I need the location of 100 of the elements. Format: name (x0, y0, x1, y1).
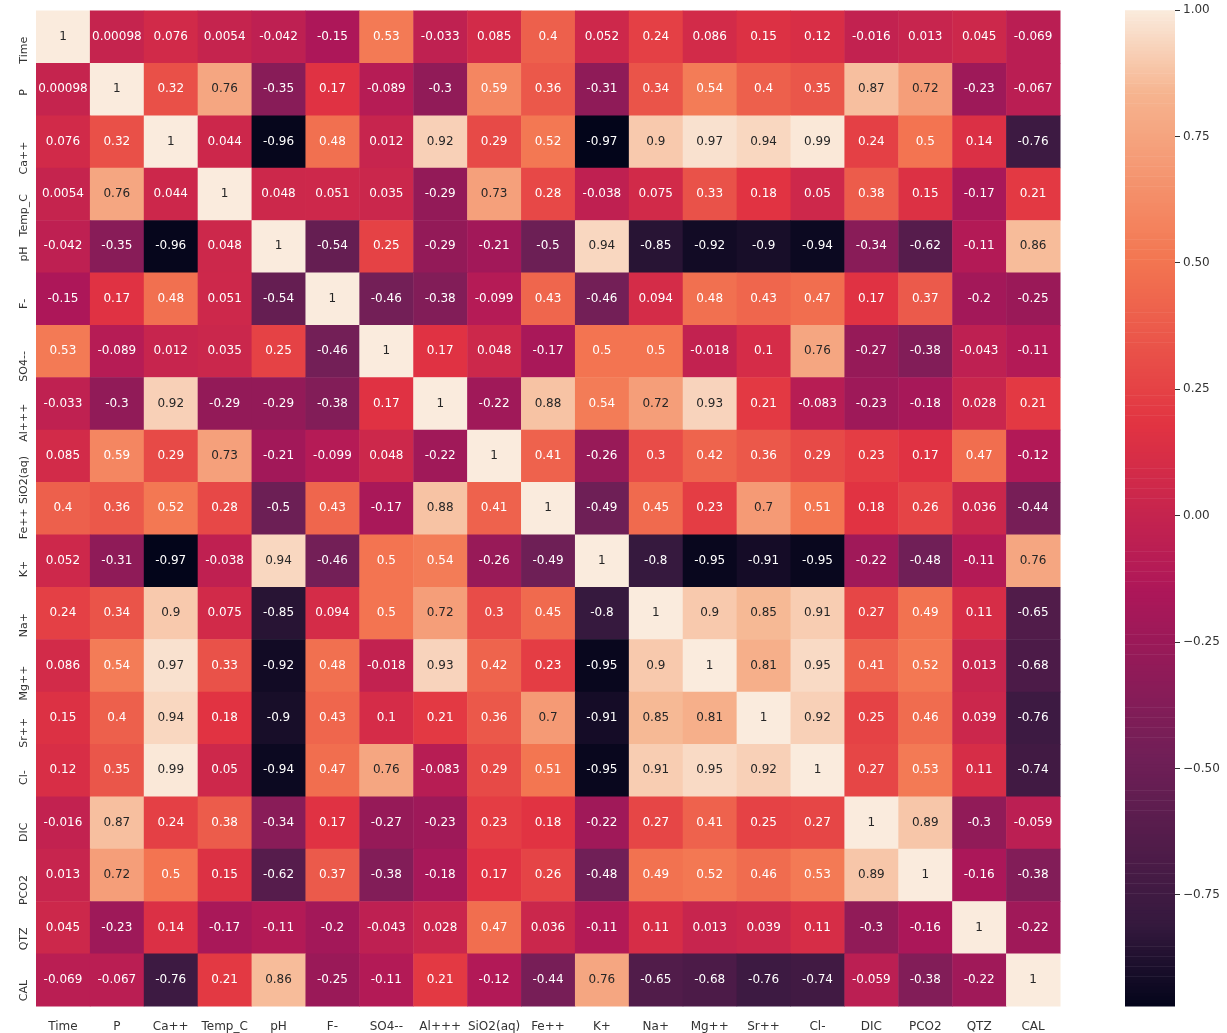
data-label: -0.2 (320, 919, 345, 934)
x-tick-label: SO4-- (369, 1019, 403, 1033)
data-label: -0.34 (855, 238, 887, 253)
data-label: 0.29 (480, 762, 508, 777)
data-label: 0.051 (315, 186, 350, 201)
data-label: 0.4 (754, 81, 774, 96)
data-label: 0.013 (908, 28, 943, 43)
data-label: 0.012 (369, 133, 404, 148)
data-label: 0.24 (157, 814, 185, 829)
data-label: -0.038 (582, 186, 622, 201)
data-label: 0.43 (534, 290, 562, 305)
data-label: -0.34 (263, 814, 295, 829)
data-label: 0.89 (858, 867, 885, 882)
data-label: -0.49 (532, 552, 564, 567)
y-tick-label: Fe++ (16, 508, 30, 540)
x-tick-label: PCO2 (908, 1019, 942, 1033)
color-bar-label: −0.25 (1183, 634, 1220, 649)
data-label: 0.15 (49, 709, 77, 724)
data-label: 0.28 (211, 500, 238, 515)
data-label: 1 (490, 448, 498, 463)
data-label: 0.85 (642, 709, 670, 724)
data-label: 0.075 (638, 186, 673, 201)
data-label: -0.54 (263, 290, 295, 305)
data-label: 0.94 (588, 238, 616, 253)
data-label: 1 (921, 867, 930, 882)
data-label: -0.68 (694, 971, 726, 986)
data-label: 0.11 (642, 919, 670, 934)
x-tick-label: Na+ (642, 1019, 669, 1033)
data-label: -0.38 (909, 343, 941, 358)
data-label: -0.22 (963, 971, 995, 986)
data-label: 0.43 (319, 500, 346, 515)
data-label: 0.028 (961, 395, 997, 410)
y-tick-label: PCO2 (16, 875, 30, 906)
data-label: 0.52 (696, 867, 724, 882)
data-label: -0.17 (963, 186, 995, 201)
data-label: 0.05 (804, 186, 831, 201)
data-label: 0.45 (642, 500, 670, 515)
data-label: 0.53 (49, 343, 77, 358)
data-label: -0.11 (586, 919, 618, 934)
data-label: 0.076 (45, 133, 81, 148)
data-label: -0.68 (1017, 657, 1049, 672)
data-label: 0.41 (534, 448, 562, 463)
data-label: -0.23 (855, 395, 887, 410)
data-label: 0.54 (426, 552, 454, 567)
data-label: -0.44 (1017, 500, 1049, 515)
data-label: 0.26 (911, 500, 939, 515)
data-label: 0.4 (538, 28, 558, 43)
data-label: 0.7 (538, 709, 558, 724)
data-label: 0.76 (103, 186, 131, 201)
data-label: -0.92 (694, 238, 726, 253)
data-label: 0.51 (804, 500, 831, 515)
data-label: 0.81 (696, 709, 724, 724)
data-label: 0.17 (480, 867, 508, 882)
data-label: -0.76 (748, 971, 780, 986)
data-label: 0.29 (804, 448, 831, 463)
data-label: 0.97 (696, 133, 724, 148)
data-label: 0.48 (319, 133, 346, 148)
data-label: -0.29 (263, 395, 295, 410)
data-label: -0.35 (101, 238, 133, 253)
data-label: 0.039 (746, 919, 781, 934)
data-label: 0.86 (1019, 238, 1047, 253)
data-label: 0.33 (211, 657, 238, 672)
x-tick-label: P (113, 1019, 121, 1033)
data-label: 0.3 (646, 448, 666, 463)
data-label: -0.099 (313, 448, 352, 463)
data-label: -0.38 (909, 971, 941, 986)
color-bar-label: 0.25 (1183, 381, 1210, 396)
data-label: 0.15 (750, 28, 777, 43)
x-tick-label: Time (47, 1019, 78, 1033)
data-label: 0.47 (480, 919, 508, 934)
data-label: 1 (328, 290, 337, 305)
color-bar-label: −0.50 (1183, 760, 1220, 775)
data-label: -0.043 (366, 919, 406, 934)
data-label: 0.035 (207, 343, 242, 358)
x-tick-label: Ca++ (152, 1019, 189, 1033)
data-label: -0.16 (963, 867, 995, 882)
data-label: 0.45 (534, 605, 562, 620)
data-label: 0.43 (319, 709, 346, 724)
data-label: -0.15 (47, 290, 79, 305)
data-label: -0.62 (909, 238, 941, 253)
data-label: 0.54 (696, 81, 724, 96)
data-label: 0.35 (103, 762, 131, 777)
data-label: -0.038 (205, 552, 244, 567)
data-label: -0.21 (263, 448, 295, 463)
data-label: 0.72 (426, 605, 454, 620)
data-label: 1 (1029, 971, 1037, 986)
data-label: -0.067 (1013, 81, 1053, 96)
data-label: -0.22 (424, 448, 456, 463)
data-label: 1 (436, 395, 445, 410)
data-label: 0.045 (961, 28, 997, 43)
data-label: 0.37 (911, 290, 939, 305)
data-label: -0.083 (798, 395, 837, 410)
data-label: 0.99 (804, 133, 831, 148)
data-label: 0.0054 (203, 28, 246, 43)
data-label: -0.96 (155, 238, 187, 253)
data-label: -0.23 (424, 814, 456, 829)
data-label: -0.48 (586, 867, 618, 882)
data-label: -0.083 (420, 762, 460, 777)
y-tick-label: Cl- (16, 770, 30, 785)
data-label: 0.76 (588, 971, 616, 986)
